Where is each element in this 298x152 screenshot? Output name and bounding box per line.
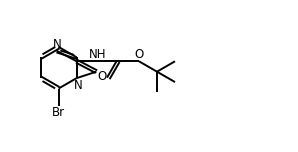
Text: NH: NH bbox=[89, 48, 106, 60]
Text: N: N bbox=[74, 79, 83, 92]
Text: O: O bbox=[97, 70, 106, 83]
Text: Br: Br bbox=[52, 106, 65, 119]
Text: O: O bbox=[135, 48, 144, 60]
Text: N: N bbox=[53, 38, 62, 51]
